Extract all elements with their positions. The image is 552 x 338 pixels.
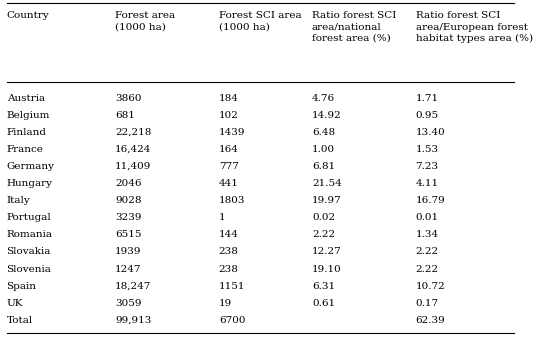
Text: 238: 238 [219, 247, 238, 257]
Text: 2046: 2046 [115, 179, 142, 188]
Text: Romania: Romania [7, 230, 52, 239]
Text: 6700: 6700 [219, 316, 245, 325]
Text: 9028: 9028 [115, 196, 142, 205]
Text: 16.79: 16.79 [416, 196, 445, 205]
Text: 4.11: 4.11 [416, 179, 439, 188]
Text: 1247: 1247 [115, 265, 142, 273]
Text: 3059: 3059 [115, 299, 142, 308]
Text: 2.22: 2.22 [416, 247, 439, 257]
Text: 0.01: 0.01 [416, 213, 439, 222]
Text: Italy: Italy [7, 196, 30, 205]
Text: 1.71: 1.71 [416, 94, 439, 102]
Text: 19.97: 19.97 [312, 196, 342, 205]
Text: 0.17: 0.17 [416, 299, 439, 308]
Text: 99,913: 99,913 [115, 316, 152, 325]
Text: Slovakia: Slovakia [7, 247, 51, 257]
Text: 1: 1 [219, 213, 225, 222]
Text: 7.23: 7.23 [416, 162, 439, 171]
Text: 184: 184 [219, 94, 238, 102]
Text: Hungary: Hungary [7, 179, 52, 188]
Text: Country: Country [7, 11, 49, 20]
Text: Austria: Austria [7, 94, 45, 102]
Text: Total: Total [7, 316, 33, 325]
Text: 2.22: 2.22 [312, 230, 335, 239]
Text: Forest area
(1000 ha): Forest area (1000 ha) [115, 11, 176, 31]
Text: 10.72: 10.72 [416, 282, 445, 291]
Text: Belgium: Belgium [7, 111, 50, 120]
Text: 1.00: 1.00 [312, 145, 335, 154]
Text: 11,409: 11,409 [115, 162, 152, 171]
Text: Forest SCI area
(1000 ha): Forest SCI area (1000 ha) [219, 11, 301, 31]
Text: 238: 238 [219, 265, 238, 273]
Text: 777: 777 [219, 162, 238, 171]
Text: 3860: 3860 [115, 94, 142, 102]
Text: Ratio forest SCI
area/national
forest area (%): Ratio forest SCI area/national forest ar… [312, 11, 396, 43]
Text: 1.53: 1.53 [416, 145, 439, 154]
Text: 19: 19 [219, 299, 232, 308]
Text: Slovenia: Slovenia [7, 265, 51, 273]
Text: 19.10: 19.10 [312, 265, 342, 273]
Text: 102: 102 [219, 111, 238, 120]
Text: 1151: 1151 [219, 282, 245, 291]
Text: 0.02: 0.02 [312, 213, 335, 222]
Text: 62.39: 62.39 [416, 316, 445, 325]
Text: Portugal: Portugal [7, 213, 51, 222]
Text: 6.48: 6.48 [312, 128, 335, 137]
Text: 22,218: 22,218 [115, 128, 152, 137]
Text: France: France [7, 145, 44, 154]
Text: 1.34: 1.34 [416, 230, 439, 239]
Text: 6515: 6515 [115, 230, 142, 239]
Text: 18,247: 18,247 [115, 282, 152, 291]
Text: 441: 441 [219, 179, 238, 188]
Text: 14.92: 14.92 [312, 111, 342, 120]
Text: 6.31: 6.31 [312, 282, 335, 291]
Text: Finland: Finland [7, 128, 46, 137]
Text: 1803: 1803 [219, 196, 245, 205]
Text: 144: 144 [219, 230, 238, 239]
Text: 1439: 1439 [219, 128, 245, 137]
Text: 12.27: 12.27 [312, 247, 342, 257]
Text: 21.54: 21.54 [312, 179, 342, 188]
Text: 4.76: 4.76 [312, 94, 335, 102]
Text: 3239: 3239 [115, 213, 142, 222]
Text: 6.81: 6.81 [312, 162, 335, 171]
Text: 13.40: 13.40 [416, 128, 445, 137]
Text: 0.95: 0.95 [416, 111, 439, 120]
Text: Ratio forest SCI
area/European forest
habitat types area (%): Ratio forest SCI area/European forest ha… [416, 11, 533, 43]
Text: 16,424: 16,424 [115, 145, 152, 154]
Text: 2.22: 2.22 [416, 265, 439, 273]
Text: 1939: 1939 [115, 247, 142, 257]
Text: Spain: Spain [7, 282, 36, 291]
Text: 164: 164 [219, 145, 238, 154]
Text: UK: UK [7, 299, 23, 308]
Text: 681: 681 [115, 111, 135, 120]
Text: 0.61: 0.61 [312, 299, 335, 308]
Text: Germany: Germany [7, 162, 55, 171]
